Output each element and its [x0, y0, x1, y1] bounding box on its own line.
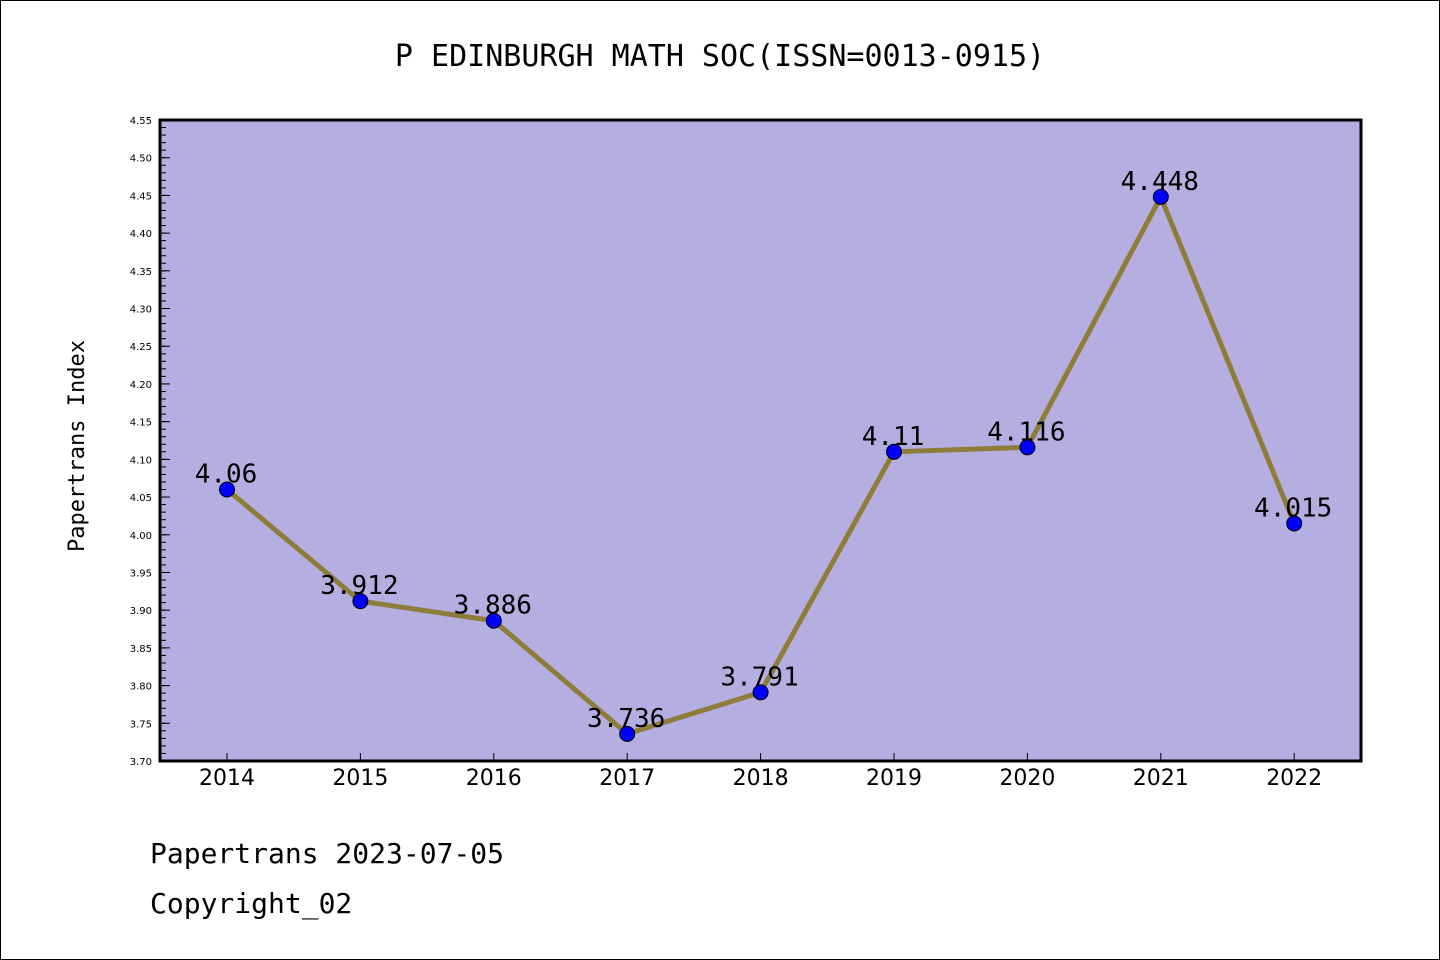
x-tick-label: 2016 [466, 766, 522, 791]
data-label: 3.791 [720, 662, 798, 692]
data-label: 4.015 [1254, 493, 1332, 523]
data-labels-group: 4.06 3.912 3.886 3.736 3.791 4.11 4.116 4.448 4.… [195, 167, 1333, 734]
y-tick-label: 4.45 [130, 191, 152, 202]
y-tick-label: 4.05 [130, 493, 152, 504]
y-tick-label: 3.95 [130, 568, 152, 579]
footer-date: Papertrans 2023-07-05 [150, 837, 504, 870]
y-tick-label: 4.50 [130, 154, 152, 165]
y-tick-label: 4.40 [130, 229, 152, 240]
x-tick-label: 2021 [1133, 766, 1189, 791]
data-point [485, 612, 502, 629]
y-tick-label: 4.00 [130, 531, 152, 542]
x-tick-label: 2022 [1266, 766, 1322, 791]
data-label: 4.11 [862, 422, 925, 452]
y-tick-label: 4.25 [130, 342, 152, 353]
x-tick-label: 2014 [199, 766, 255, 791]
data-label: 4.116 [987, 417, 1065, 447]
data-point [219, 481, 235, 498]
data-point [1286, 515, 1303, 532]
y-axis-label: Papertrans Index [65, 340, 90, 552]
data-point [1152, 188, 1169, 205]
x-tick-label: 2017 [599, 766, 655, 791]
data-label: 4.06 [195, 460, 258, 490]
data-point [752, 684, 769, 701]
y-tick-label: 4.10 [130, 455, 152, 466]
y-tick-label: 4.20 [130, 380, 152, 391]
data-label: 3.912 [320, 571, 398, 601]
data-label: 3.886 [454, 591, 532, 621]
data-point [619, 725, 636, 742]
x-tick-label: 2015 [332, 766, 388, 791]
y-tick-label: 3.75 [130, 719, 152, 730]
x-tick-label: 2019 [866, 766, 922, 791]
y-tick-label: 4.35 [130, 267, 152, 278]
chart-title: P EDINBURGH MATH SOC(ISSN=0013-0915) [395, 39, 1045, 74]
y-tick-label: 4.15 [130, 418, 152, 429]
data-label: 4.448 [1121, 167, 1199, 197]
y-tick-label: 3.85 [130, 644, 152, 655]
markers-group [219, 188, 1303, 742]
x-tick-label: 2018 [733, 766, 789, 791]
data-label: 3.736 [587, 704, 665, 734]
data-point [352, 593, 369, 610]
footer-copyright: Copyright_02 [150, 887, 352, 921]
y-tick-label: 3.90 [130, 606, 152, 617]
y-tick-label: 4.30 [130, 305, 152, 316]
x-tick-label: 2020 [999, 766, 1055, 791]
x-axis: 2014 2015 2016 2017 2018 2019 2020 2021 2022 [199, 753, 1322, 791]
plot-border [158, 118, 1363, 763]
y-tick-label: 4.55 [130, 116, 152, 127]
y-tick-label: 3.70 [130, 757, 152, 768]
data-point [1019, 439, 1036, 456]
data-point [886, 443, 902, 460]
plot-area [160, 120, 1361, 761]
y-tick-label: 3.80 [130, 682, 152, 693]
